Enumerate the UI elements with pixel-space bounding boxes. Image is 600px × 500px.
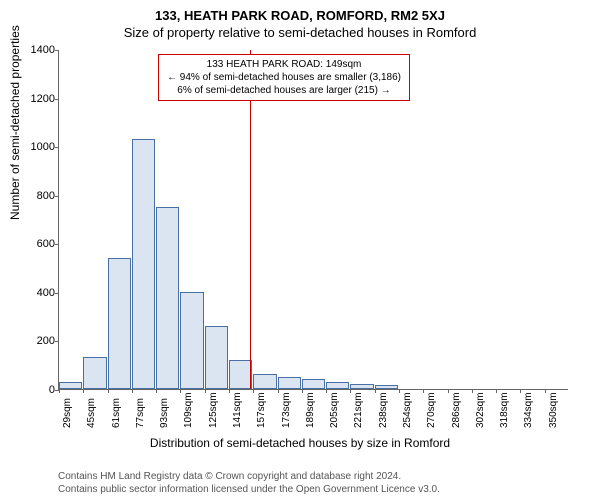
x-tick-label: 173sqm [281, 392, 292, 428]
x-tick-label: 334sqm [523, 392, 534, 428]
histogram-bar [375, 385, 398, 389]
x-tick-label: 125sqm [208, 392, 219, 428]
x-tick-label: 157sqm [256, 392, 267, 428]
x-tick-label: 221sqm [353, 392, 364, 428]
y-tick-label: 0 [17, 384, 55, 396]
x-axis-label: Distribution of semi-detached houses by … [0, 436, 600, 450]
y-tick-label: 1200 [17, 93, 55, 105]
y-tick-label: 600 [17, 238, 55, 250]
x-tick-label: 350sqm [548, 392, 559, 428]
y-tick-label: 1000 [17, 141, 55, 153]
histogram-bar [205, 326, 228, 389]
x-tick-label: 205sqm [329, 392, 340, 428]
chart-title-description: Size of property relative to semi-detach… [0, 23, 600, 40]
x-tick-label: 29sqm [62, 398, 73, 428]
footer-attribution: Contains HM Land Registry data © Crown c… [58, 470, 440, 496]
chart-title-address: 133, HEATH PARK ROAD, ROMFORD, RM2 5XJ [0, 0, 600, 23]
footer-line1: Contains HM Land Registry data © Crown c… [58, 470, 440, 483]
chart-area: 020040060080010001200140029sqm45sqm61sqm… [58, 50, 568, 390]
histogram-bar [180, 292, 203, 389]
y-tick-label: 1400 [17, 44, 55, 56]
y-tick-label: 200 [17, 335, 55, 347]
x-tick-label: 109sqm [183, 392, 194, 428]
x-tick-label: 45sqm [86, 398, 97, 428]
histogram-bar [83, 357, 106, 389]
x-tick-label: 270sqm [426, 392, 437, 428]
x-tick-label: 93sqm [159, 398, 170, 428]
x-tick-label: 61sqm [111, 398, 122, 428]
x-tick-label: 189sqm [305, 392, 316, 428]
footer-line2: Contains public sector information licen… [58, 483, 440, 496]
annotation-line2: ← 94% of semi-detached houses are smalle… [167, 71, 401, 84]
histogram-bar [156, 207, 179, 389]
annotation-line1: 133 HEATH PARK ROAD: 149sqm [167, 58, 401, 71]
histogram-bar [132, 139, 155, 389]
plot-region: 020040060080010001200140029sqm45sqm61sqm… [58, 50, 568, 390]
histogram-bar [278, 377, 301, 389]
annotation-line3: 6% of semi-detached houses are larger (2… [167, 84, 401, 97]
histogram-bar [108, 258, 131, 389]
histogram-bar [350, 384, 373, 389]
x-tick-label: 286sqm [451, 392, 462, 428]
x-tick-label: 254sqm [402, 392, 413, 428]
histogram-bar [302, 379, 325, 389]
x-tick-label: 302sqm [475, 392, 486, 428]
y-tick-label: 400 [17, 287, 55, 299]
x-tick-label: 318sqm [499, 392, 510, 428]
marker-annotation: 133 HEATH PARK ROAD: 149sqm ← 94% of sem… [158, 54, 410, 101]
histogram-bar [326, 382, 349, 389]
chart-container: 133, HEATH PARK ROAD, ROMFORD, RM2 5XJ S… [0, 0, 600, 500]
y-tick-label: 800 [17, 190, 55, 202]
x-tick-label: 141sqm [232, 392, 243, 428]
x-tick-label: 77sqm [135, 398, 146, 428]
x-tick-label: 238sqm [378, 392, 389, 428]
histogram-bar [59, 382, 82, 389]
histogram-bar [253, 374, 276, 389]
